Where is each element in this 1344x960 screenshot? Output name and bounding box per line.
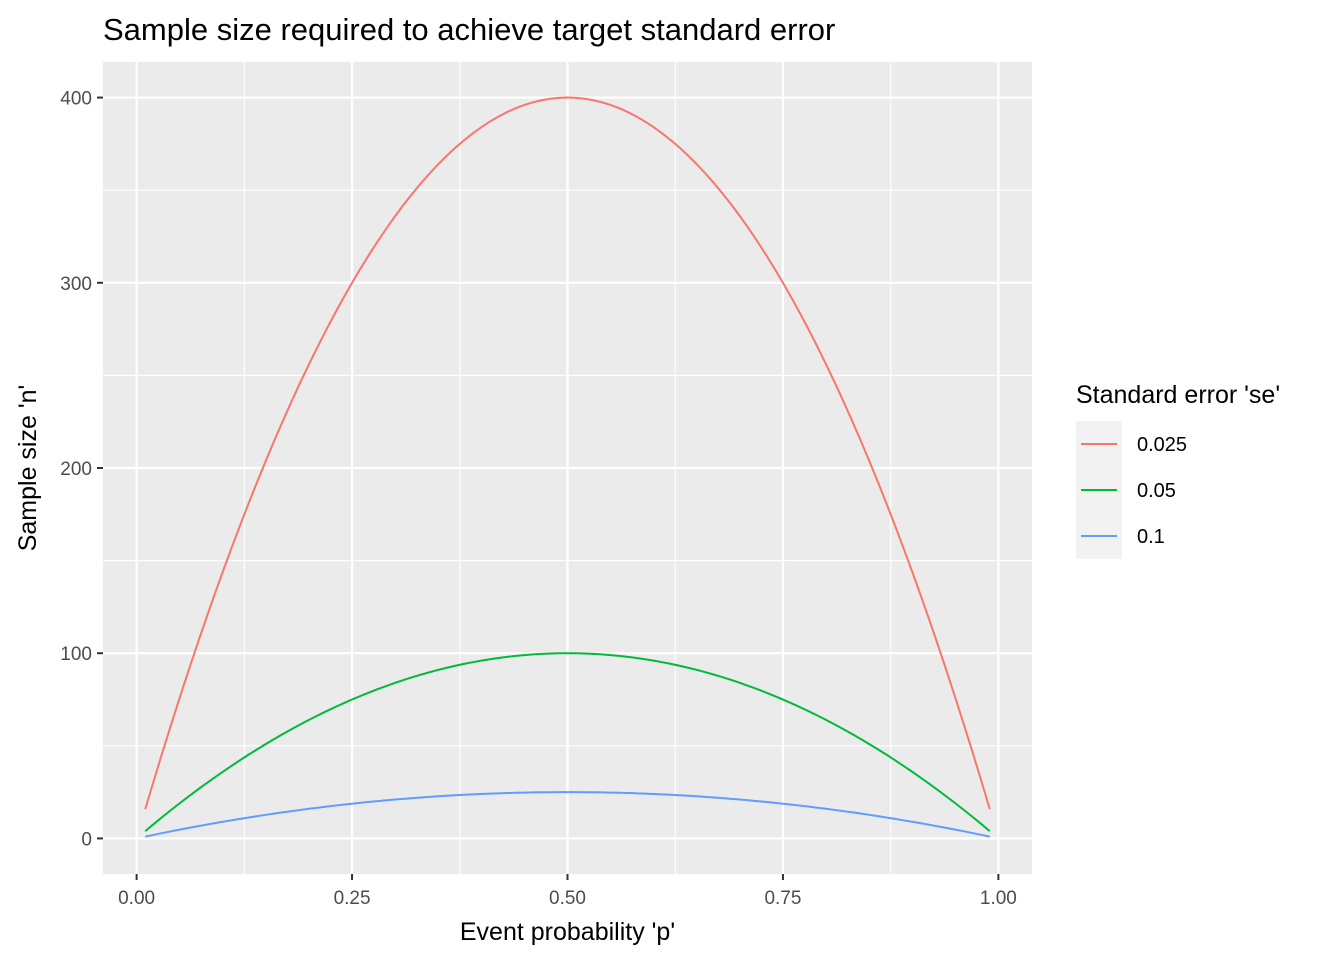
legend-title: Standard error 'se' [1076,381,1280,409]
y-tick-label: 300 [60,274,92,295]
x-tick-label: 0.75 [764,888,801,909]
x-tick-label: 0.50 [549,888,586,909]
legend: Standard error 'se' 0.025 0.05 0.1 [1076,381,1280,559]
y-axis: 0 100 200 300 400 [60,89,103,850]
y-axis-title: Sample size 'n' [14,385,42,552]
x-axis: 0.00 0.25 0.50 0.75 1.00 [118,874,1017,909]
legend-label: 0.025 [1137,434,1187,456]
x-axis-title: Event probability 'p' [460,918,675,946]
legend-label: 0.1 [1137,526,1165,548]
y-tick-label: 0 [81,829,92,850]
legend-label: 0.05 [1137,480,1176,502]
y-tick-label: 200 [60,459,92,480]
series-line-0.025 [144,96,991,810]
series-line-0.1 [145,791,990,838]
x-tick-label: 0.00 [118,888,155,909]
x-tick-label: 1.00 [980,888,1017,909]
series-lines [144,96,991,838]
x-tick-label: 0.25 [334,888,371,909]
series-line-0.05 [144,652,991,832]
y-tick-label: 400 [60,89,92,110]
y-tick-label: 100 [60,644,92,665]
chart-title: Sample size required to achieve target s… [103,12,835,47]
